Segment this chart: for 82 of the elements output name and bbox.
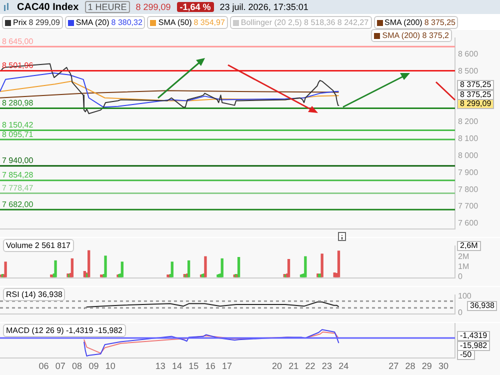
annotation: MACD (12 26 9) -1,4319 -15,982: [3, 324, 126, 337]
text: -15,982: [457, 340, 490, 350]
annotation: Volume 2 561 817: [3, 239, 74, 252]
x-tick-label: 29: [422, 361, 432, 372]
y-tick-label: 7 700: [458, 202, 479, 211]
legend-label: SMA (20): [76, 18, 110, 27]
text: 8 299,09: [28, 18, 60, 27]
text: -1,4319: [457, 331, 490, 341]
ref-line-label: 7 854,28: [2, 170, 34, 180]
text: 8 299,09: [457, 99, 494, 109]
x-tick-label: 06: [38, 361, 49, 372]
ref-line-label: 8 150,42: [2, 120, 34, 130]
text: 8 380,32: [111, 18, 142, 27]
x-tick-label: 24: [338, 361, 349, 372]
text: 36,938: [467, 301, 498, 311]
bar: [187, 260, 190, 278]
x-tick-label: 27: [388, 361, 399, 372]
legend-label: SMA (200): [384, 18, 422, 27]
bar: [320, 254, 324, 278]
y-tick-label: 0: [458, 308, 463, 318]
ref-line-label: 7 778,47: [2, 183, 34, 192]
bar: [54, 260, 57, 278]
ref-line-label: 7 682,00: [2, 200, 34, 209]
x-tick-label: 17: [222, 361, 232, 372]
x-tick-label: 14: [172, 361, 182, 372]
y-tick-label: 7 600: [458, 218, 479, 228]
y-tick-label: 8 100: [458, 134, 479, 144]
bar: [170, 262, 174, 278]
chart-title: CAC40 Index: [17, 2, 79, 12]
legend-label: SMA (50): [158, 18, 192, 27]
bar: [337, 250, 340, 278]
text: -1,64 %: [176, 2, 214, 12]
x-tick-label: 09: [88, 361, 99, 372]
ref-line-label: 8 095,71: [2, 130, 34, 139]
x-tick-label: 28: [405, 361, 416, 372]
x-tick-label: 08: [72, 361, 82, 372]
ref-line-label: 8 645,00: [2, 36, 34, 46]
bar: [220, 258, 224, 278]
bar: [120, 262, 124, 278]
y-tick-label: 100: [458, 291, 472, 300]
bar: [88, 250, 90, 278]
x-tick-label: 21: [288, 361, 299, 372]
text: 8 299,09: [136, 2, 171, 12]
y-tick-label: 7 800: [458, 184, 479, 194]
text: 8 375,25: [457, 90, 494, 100]
x-tick-label: 10: [105, 361, 116, 372]
x-tick-label: 22: [305, 361, 316, 372]
y-tick-label: 2M: [458, 252, 470, 261]
text: 2,6M: [457, 241, 481, 251]
y-tick-label: 8 500: [458, 66, 479, 76]
text: Bollinger (20 2,5) 8 518,36 8 242,27: [230, 16, 372, 29]
text: 8 354,97: [194, 18, 225, 27]
x-tick-label: 15: [188, 361, 199, 372]
bar: [237, 257, 240, 278]
x-tick-label: 23: [322, 361, 332, 372]
x-tick-label: 13: [155, 361, 166, 372]
text: 8 375,25: [457, 80, 494, 90]
y-tick-label: 0: [458, 272, 463, 282]
y-tick-label: 8 200: [458, 117, 479, 126]
bar: [287, 259, 290, 278]
bar: [204, 256, 207, 278]
bar: [104, 256, 107, 278]
text: -50: [457, 350, 475, 360]
annotation: RSI (14) 36,938: [3, 288, 66, 301]
legend-label: Prix: [13, 18, 27, 27]
bar: [4, 262, 7, 278]
x-tick-label: 30: [438, 361, 449, 372]
annotation: SMA (200) 8 375,2: [371, 29, 452, 42]
text: 1 HEURE: [84, 1, 130, 13]
bar: [70, 258, 74, 278]
y-tick-label: 8 000: [458, 150, 479, 160]
x-tick-label: 16: [205, 361, 216, 372]
y-tick-label: 8 600: [458, 49, 479, 58]
text: 8 375,25: [424, 18, 456, 27]
bar: [304, 256, 307, 278]
ref-line-label: 8 280,98: [2, 98, 34, 108]
y-tick-label: 7 900: [458, 168, 479, 177]
x-tick-label: 20: [272, 361, 282, 372]
ref-line-label: 7 940,00: [2, 156, 34, 166]
x-tick-label: 07: [55, 361, 66, 372]
text: 23 juil. 2026, 17:35:01: [220, 2, 308, 12]
y-tick-label: 1M: [458, 262, 470, 271]
